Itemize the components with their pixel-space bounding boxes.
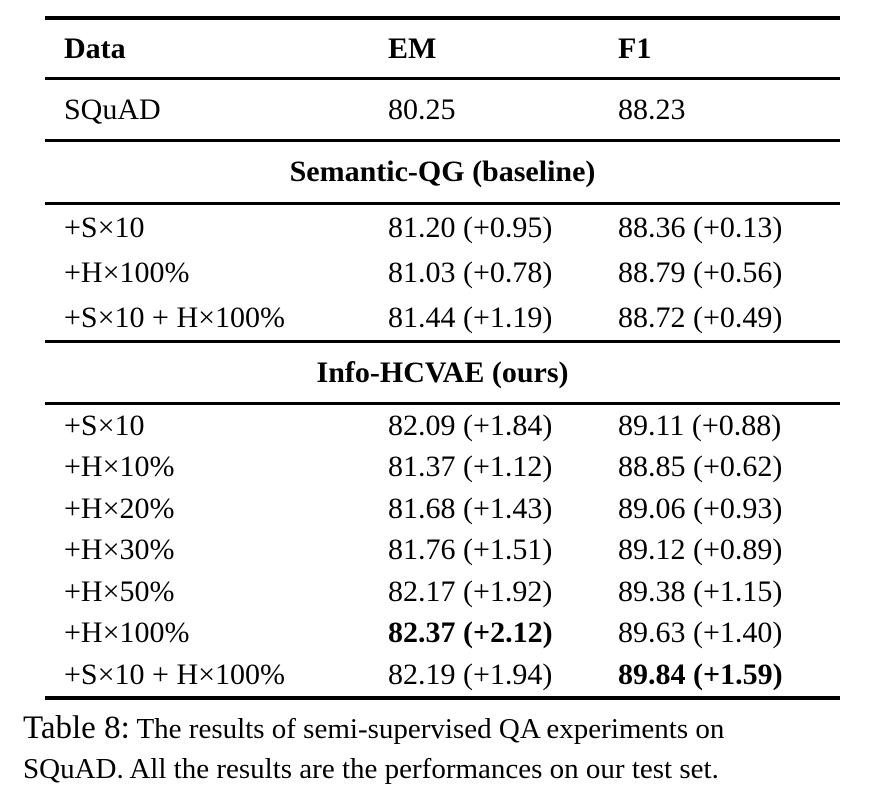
cell-label: +H×30% [64,533,175,567]
table-row: +S×10 82.09 (+1.84) 89.11 (+0.88) [45,405,840,447]
cell-em: 81.37 (+1.12) [388,450,553,484]
table-row: +H×100% 81.03 (+0.78) 88.79 (+0.56) [45,250,840,295]
cell-f1: 89.38 (+1.15) [618,574,783,608]
cell-em: 80.25 [388,92,456,126]
table-caption: Table 8: The results of semi-supervised … [23,708,863,789]
cell-f1: 88.85 (+0.62) [618,450,783,484]
table-row: +H×100% 82.37 (+2.12) 89.63 (+1.40) [45,613,840,655]
column-header-f1: F1 [618,31,652,65]
cell-label: +S×10 + H×100% [64,300,286,334]
cell-label: +H×20% [64,491,175,525]
cell-label: +H×50% [64,574,175,608]
cell-f1: 88.36 (+0.13) [618,210,783,244]
cell-em: 82.17 (+1.92) [388,574,553,608]
cell-em: 81.76 (+1.51) [388,533,553,567]
cell-label: +H×10% [64,450,175,484]
table-row: +H×50% 82.17 (+1.92) 89.38 (+1.15) [45,571,840,613]
cell-f1: 88.79 (+0.56) [618,255,783,289]
cell-em-best: 82.37 (+2.12) [388,616,553,650]
rule-below-squad [45,139,840,142]
table-row: +H×20% 81.68 (+1.43) 89.06 (+0.93) [45,488,840,530]
table-row: SQuAD 80.25 88.23 [45,80,840,139]
table-header-row: Data EM F1 [45,20,840,77]
cell-f1: 88.72 (+0.49) [618,300,783,334]
rule-below-header [45,77,840,80]
cell-f1: 89.63 (+1.40) [618,616,783,650]
cell-label: +S×10 [64,408,145,442]
column-header-data: Data [64,31,126,65]
table-row: +S×10 81.20 (+0.95) 88.36 (+0.13) [45,205,840,250]
cell-label: +S×10 + H×100% [64,657,286,691]
cell-em: 82.19 (+1.94) [388,657,553,691]
caption-label: Table 8: [23,710,130,746]
section-title-ours: Info-HCVAE (ours) [316,355,569,389]
cell-f1-best: 89.84 (+1.59) [618,657,783,691]
cell-f1: 89.11 (+0.88) [618,408,782,442]
cell-em: 81.20 (+0.95) [388,210,553,244]
results-table: Data EM F1 SQuAD 80.25 88.23 Semantic-QG… [45,16,840,700]
column-header-em: EM [388,31,437,65]
cell-em: 81.03 (+0.78) [388,255,553,289]
cell-label: +H×100% [64,616,190,650]
cell-em: 82.09 (+1.84) [388,408,553,442]
cell-f1: 88.23 [618,92,686,126]
cell-em: 81.44 (+1.19) [388,300,553,334]
table-row: +H×30% 81.76 (+1.51) 89.12 (+0.89) [45,530,840,572]
caption-line-1: Table 8: The results of semi-supervised … [23,708,863,749]
cell-label: SQuAD [64,92,161,126]
cell-f1: 89.06 (+0.93) [618,491,783,525]
rule-below-baseline-title [45,202,840,205]
caption-line-2: SQuAD. All the results are the performan… [23,753,719,785]
cell-f1: 89.12 (+0.89) [618,533,783,567]
table-top-rule [45,16,840,20]
caption-text: The results of semi-supervised QA experi… [136,713,725,745]
cell-label: +H×100% [64,255,190,289]
cell-label: +S×10 [64,210,145,244]
table-bottom-rule [45,695,840,700]
cell-em: 81.68 (+1.43) [388,491,553,525]
table-row: +S×10 + H×100% 82.19 (+1.94) 89.84 (+1.5… [45,654,840,696]
table-row: +H×10% 81.37 (+1.12) 88.85 (+0.62) [45,447,840,489]
rule-below-baseline-rows [45,340,840,343]
section-title-baseline: Semantic-QG (baseline) [289,155,596,188]
table-row: +S×10 + H×100% 81.44 (+1.19) 88.72 (+0.4… [45,295,840,340]
rule-below-ours-title [45,402,840,405]
